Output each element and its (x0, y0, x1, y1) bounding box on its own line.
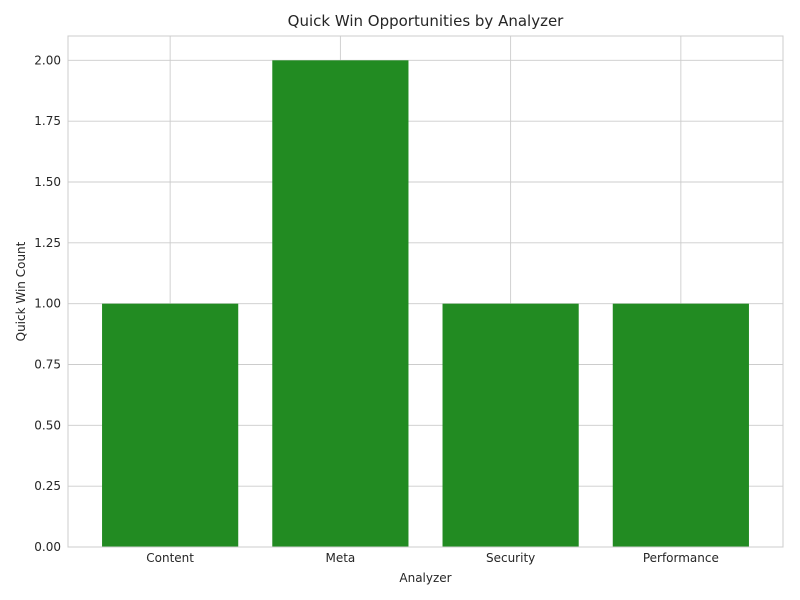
bar-content (102, 303, 239, 547)
y-tick-label: 0.50 (34, 418, 61, 432)
x-tick-label: Meta (325, 551, 355, 565)
y-tick-label: 1.50 (34, 175, 61, 189)
y-axis-ticks: 0.00 0.25 0.50 0.75 1.00 1.25 1.50 1.75 2.00 (34, 53, 61, 554)
x-axis-label: Analyzer (399, 571, 451, 585)
x-tick-label: Security (486, 551, 535, 565)
plot-area-frame (67, 35, 784, 548)
y-tick-label: 2.00 (34, 53, 61, 67)
x-tick-label: Performance (643, 551, 719, 565)
y-tick-label: 1.75 (34, 114, 61, 128)
chart-title: Quick Win Opportunities by Analyzer (288, 12, 565, 30)
x-axis-ticks: Content Meta Security Performance (146, 551, 719, 565)
bar-meta (272, 60, 409, 547)
y-axis-label: Quick Win Count (14, 241, 28, 341)
x-tick-label: Content (146, 551, 194, 565)
bars (102, 60, 749, 547)
y-tick-label: 0.25 (34, 479, 61, 493)
y-tick-label: 1.25 (34, 236, 61, 250)
y-tick-label: 1.00 (34, 297, 61, 311)
y-tick-label: 0.00 (34, 540, 61, 554)
bar-performance (612, 303, 749, 547)
y-tick-label: 0.75 (34, 358, 61, 372)
bar-security (442, 303, 579, 547)
